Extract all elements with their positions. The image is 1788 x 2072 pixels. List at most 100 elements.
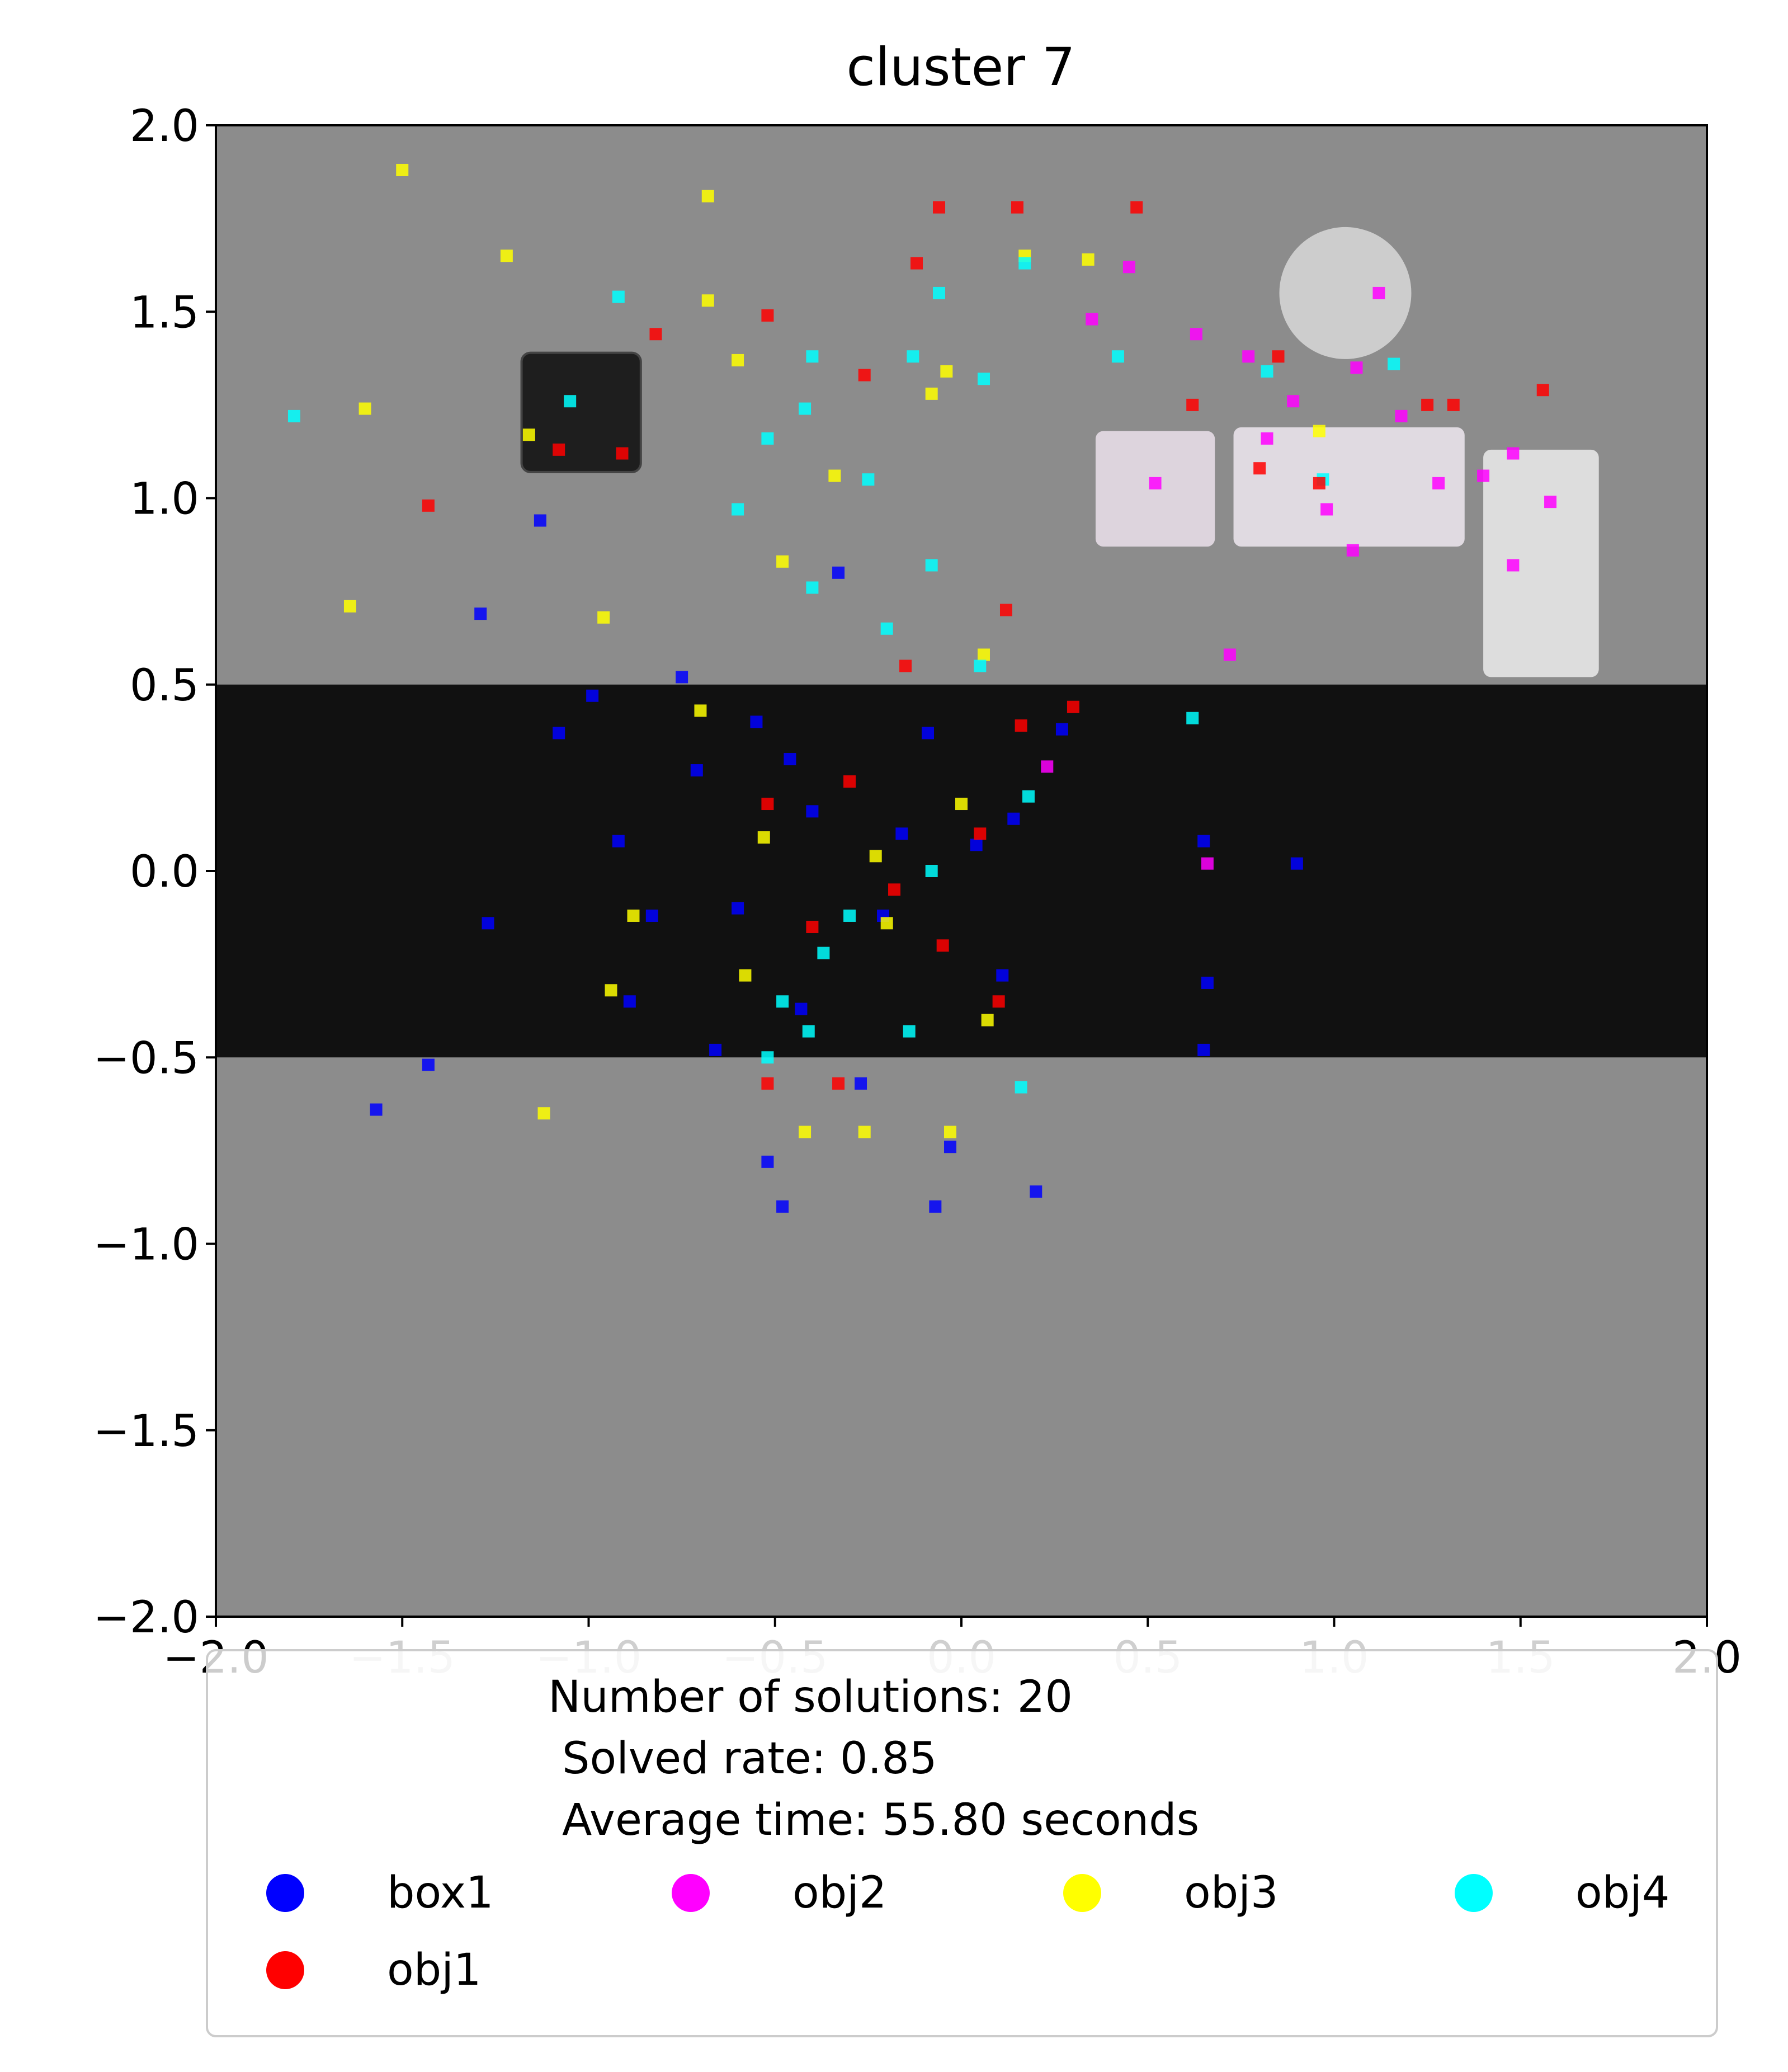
data-point-box1 — [1030, 1185, 1042, 1198]
data-point-obj4 — [1022, 790, 1035, 803]
data-point-obj4 — [802, 1025, 815, 1038]
data-point-box1 — [996, 969, 1009, 982]
series-obj1 — [422, 201, 1549, 1090]
data-point-box1 — [970, 839, 983, 851]
data-point-box1 — [784, 753, 796, 766]
data-point-obj2 — [1201, 857, 1214, 870]
y-tick-label: 1.5 — [130, 288, 199, 338]
data-point-obj1 — [422, 499, 435, 512]
data-point-obj4 — [1018, 257, 1031, 270]
points-layer — [287, 163, 1557, 1213]
data-point-obj2 — [1432, 477, 1445, 489]
data-point-obj1 — [910, 257, 923, 270]
data-point-obj4 — [1186, 712, 1199, 724]
data-point-box1 — [482, 917, 494, 930]
data-point-obj3 — [940, 365, 953, 378]
legend-marker-box1 — [266, 1874, 304, 1912]
data-point-obj4 — [799, 402, 812, 415]
data-point-box1 — [922, 727, 935, 740]
data-point-obj4 — [843, 909, 856, 922]
data-point-box1 — [370, 1103, 383, 1116]
data-point-obj4 — [1261, 365, 1273, 378]
data-point-obj4 — [806, 350, 819, 363]
data-point-obj1 — [649, 328, 662, 341]
table-band — [216, 684, 1707, 1058]
data-point-obj2 — [1190, 328, 1202, 341]
data-point-obj4 — [977, 373, 990, 385]
data-point-box1 — [1007, 812, 1020, 825]
y-tick-label: −0.5 — [93, 1033, 199, 1084]
data-point-obj4 — [974, 660, 987, 672]
data-point-obj3 — [981, 1014, 994, 1026]
data-point-obj2 — [1041, 760, 1054, 773]
data-point-box1 — [645, 909, 658, 922]
data-point-obj2 — [1320, 503, 1333, 516]
data-point-obj1 — [899, 660, 912, 672]
data-point-obj4 — [776, 995, 789, 1008]
data-point-obj3 — [701, 294, 714, 307]
data-point-obj2 — [1261, 432, 1273, 445]
data-point-obj1 — [843, 775, 856, 788]
data-point-box1 — [855, 1077, 867, 1090]
legend-label-obj1: obj1 — [387, 1945, 482, 1995]
data-point-obj4 — [925, 559, 938, 572]
data-point-obj1 — [1272, 350, 1285, 363]
data-point-obj1 — [1421, 398, 1434, 411]
data-point-box1 — [1290, 857, 1303, 870]
data-point-obj3 — [739, 969, 752, 982]
data-point-obj1 — [761, 798, 774, 811]
data-point-obj1 — [761, 309, 774, 322]
data-point-obj4 — [1111, 350, 1124, 363]
data-point-obj1 — [806, 920, 819, 933]
data-point-obj1 — [1447, 398, 1460, 411]
legend-box — [206, 1649, 1718, 2037]
y-tick-label: 2.0 — [130, 101, 199, 152]
data-point-obj4 — [903, 1025, 916, 1038]
data-point-obj4 — [287, 409, 300, 422]
y-tick-label: −2.0 — [93, 1593, 199, 1643]
data-point-box1 — [944, 1141, 957, 1153]
data-point-obj3 — [828, 469, 841, 482]
legend-label-obj3: obj3 — [1184, 1868, 1279, 1918]
data-point-obj1 — [888, 883, 901, 896]
y-tick-label: −1.0 — [93, 1220, 199, 1270]
data-point-obj2 — [1223, 648, 1236, 661]
data-point-obj3 — [799, 1126, 812, 1138]
data-point-obj4 — [880, 622, 893, 635]
legend-summary-line: Number of solutions: 20 — [548, 1672, 1073, 1722]
data-point-box1 — [1055, 723, 1068, 736]
data-point-obj3 — [944, 1126, 957, 1138]
data-point-obj4 — [732, 503, 744, 516]
data-point-obj3 — [776, 555, 789, 568]
data-point-box1 — [612, 835, 625, 847]
data-point-obj1 — [761, 1077, 774, 1090]
legend-marker-obj4 — [1455, 1874, 1493, 1912]
data-point-box1 — [732, 902, 744, 915]
data-point-obj1 — [1015, 719, 1027, 732]
data-point-obj2 — [1287, 395, 1300, 408]
data-point-obj2 — [1350, 361, 1363, 374]
data-point-obj2 — [1122, 261, 1135, 274]
data-point-obj4 — [817, 946, 830, 959]
data-point-box1 — [623, 995, 636, 1008]
data-point-obj3 — [701, 190, 714, 203]
scene-background — [216, 125, 1707, 1617]
data-point-obj3 — [597, 611, 610, 624]
data-point-obj2 — [1477, 469, 1490, 482]
data-point-box1 — [690, 764, 703, 777]
data-point-obj3 — [955, 798, 968, 811]
legend-label-obj2: obj2 — [792, 1868, 887, 1918]
data-point-obj1 — [1253, 462, 1266, 475]
y-tick-label: 0.0 — [130, 847, 199, 897]
data-point-box1 — [832, 566, 845, 579]
legend-marker-obj2 — [672, 1874, 710, 1912]
data-point-obj1 — [1313, 477, 1325, 489]
data-point-obj3 — [757, 831, 770, 844]
data-point-obj3 — [396, 163, 409, 176]
data-point-obj1 — [1011, 201, 1023, 214]
data-point-obj3 — [605, 984, 617, 997]
data-point-box1 — [750, 715, 763, 728]
dark-box-object — [520, 351, 642, 473]
data-point-box1 — [676, 671, 688, 684]
data-point-obj3 — [537, 1107, 550, 1120]
